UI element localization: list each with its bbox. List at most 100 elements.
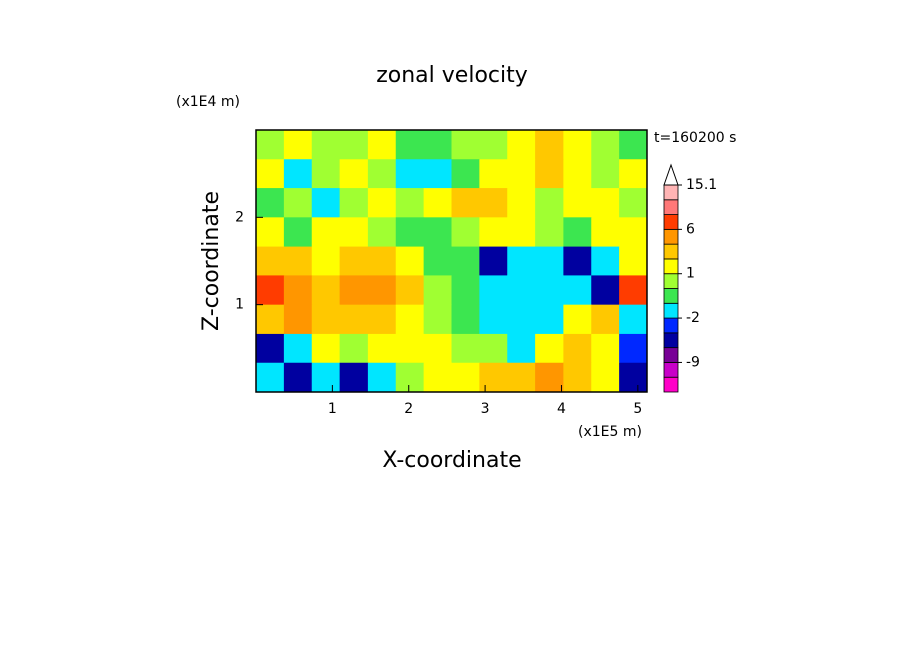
contour-cell <box>563 217 592 248</box>
contour-cell <box>507 246 536 276</box>
contour-cell <box>367 333 397 364</box>
y-tick-label: 1 <box>235 297 244 313</box>
contour-cell <box>451 130 480 160</box>
contour-cell <box>535 275 564 306</box>
contour-cell <box>395 275 425 306</box>
colorbar-segment <box>663 362 679 378</box>
contour-cell <box>339 217 369 248</box>
contour-cell <box>479 275 508 306</box>
contour-cell <box>591 333 620 364</box>
contour-cell <box>479 246 508 276</box>
contour-cell <box>619 159 648 189</box>
contour-cell <box>256 275 285 306</box>
time-annotation: t=160200 s <box>654 130 736 146</box>
contour-cell <box>256 304 285 335</box>
contour-cell <box>507 304 536 335</box>
contour-cell <box>339 275 369 306</box>
contour-cell <box>256 362 285 393</box>
contour-cell <box>619 188 648 218</box>
contour-cell <box>535 333 564 364</box>
contour-cell <box>479 188 508 218</box>
contour-cell <box>451 333 480 364</box>
contour-cell <box>479 362 508 393</box>
contour-cell <box>283 159 313 189</box>
contour-cell <box>535 130 564 160</box>
colorbar-segment <box>663 258 679 275</box>
contour-cell <box>423 217 452 248</box>
contour-cell <box>591 217 620 248</box>
contour-cell <box>395 188 425 218</box>
contour-cell <box>535 304 564 335</box>
contour-cell <box>619 304 648 335</box>
colorbar-tick-label: 15.1 <box>686 177 717 193</box>
contour-cell <box>311 362 341 393</box>
colorbar-segment <box>663 347 679 363</box>
contour-cell <box>591 246 620 276</box>
chart-title: zonal velocity <box>376 63 528 88</box>
contour-cell <box>339 246 369 276</box>
contour-cell <box>619 362 648 393</box>
contour-cell <box>395 304 425 335</box>
colorbar-tick-label: 1 <box>686 266 695 282</box>
contour-cell <box>256 159 285 189</box>
contour-cell <box>283 304 313 335</box>
contour-cell <box>367 304 397 335</box>
colorbar-segment <box>663 376 679 393</box>
contour-cell <box>591 188 620 218</box>
contour-cell <box>339 304 369 335</box>
contour-cell <box>619 246 648 276</box>
contour-cell <box>283 217 313 248</box>
contour-cell <box>591 275 620 306</box>
contour-cell <box>423 362 452 393</box>
contour-cell <box>507 130 536 160</box>
x-tick-label: 3 <box>481 401 490 417</box>
contour-cell <box>283 130 313 160</box>
contour-cell <box>451 275 480 306</box>
x-tick-label: 4 <box>557 401 566 417</box>
contour-cell <box>535 217 564 248</box>
contour-cell <box>423 188 452 218</box>
plot-frame <box>255 129 648 393</box>
contour-cell <box>311 188 341 218</box>
contour-cell <box>311 275 341 306</box>
contour-cell <box>283 275 313 306</box>
contour-cell <box>367 275 397 306</box>
contour-cell <box>451 159 480 189</box>
contour-cell <box>423 304 452 335</box>
contour-cell <box>535 246 564 276</box>
contour-cell <box>395 246 425 276</box>
x-tick-label: 5 <box>633 401 642 417</box>
contour-cell <box>563 333 592 364</box>
colorbar-segment <box>663 317 679 334</box>
contour-cell <box>311 304 341 335</box>
contour-cell <box>619 217 648 248</box>
contour-cell <box>256 130 285 160</box>
contour-cell <box>395 130 425 160</box>
contour-cell <box>535 362 564 393</box>
contour-cell <box>423 130 452 160</box>
contour-cell <box>423 159 452 189</box>
contour-cell <box>367 188 397 218</box>
contour-cell <box>311 217 341 248</box>
contour-cell <box>479 130 508 160</box>
contour-cell <box>283 333 313 364</box>
contour-cell <box>283 188 313 218</box>
contour-cell <box>479 304 508 335</box>
contour-cell <box>367 246 397 276</box>
contour-cell <box>256 333 285 364</box>
contour-cell <box>283 246 313 276</box>
contour-cell <box>563 304 592 335</box>
contour-cell <box>619 275 648 306</box>
y-tick-label: 2 <box>235 209 244 225</box>
contour-cell <box>591 304 620 335</box>
contour-cell <box>339 130 369 160</box>
contour-cell <box>339 159 369 189</box>
contour-cell <box>563 246 592 276</box>
contour-cell <box>423 275 452 306</box>
contour-cell <box>591 362 620 393</box>
contour-cell <box>507 217 536 248</box>
contour-cell <box>563 130 592 160</box>
contour-cell <box>507 333 536 364</box>
contour-cell <box>311 333 341 364</box>
colorbar-segment <box>663 302 679 319</box>
